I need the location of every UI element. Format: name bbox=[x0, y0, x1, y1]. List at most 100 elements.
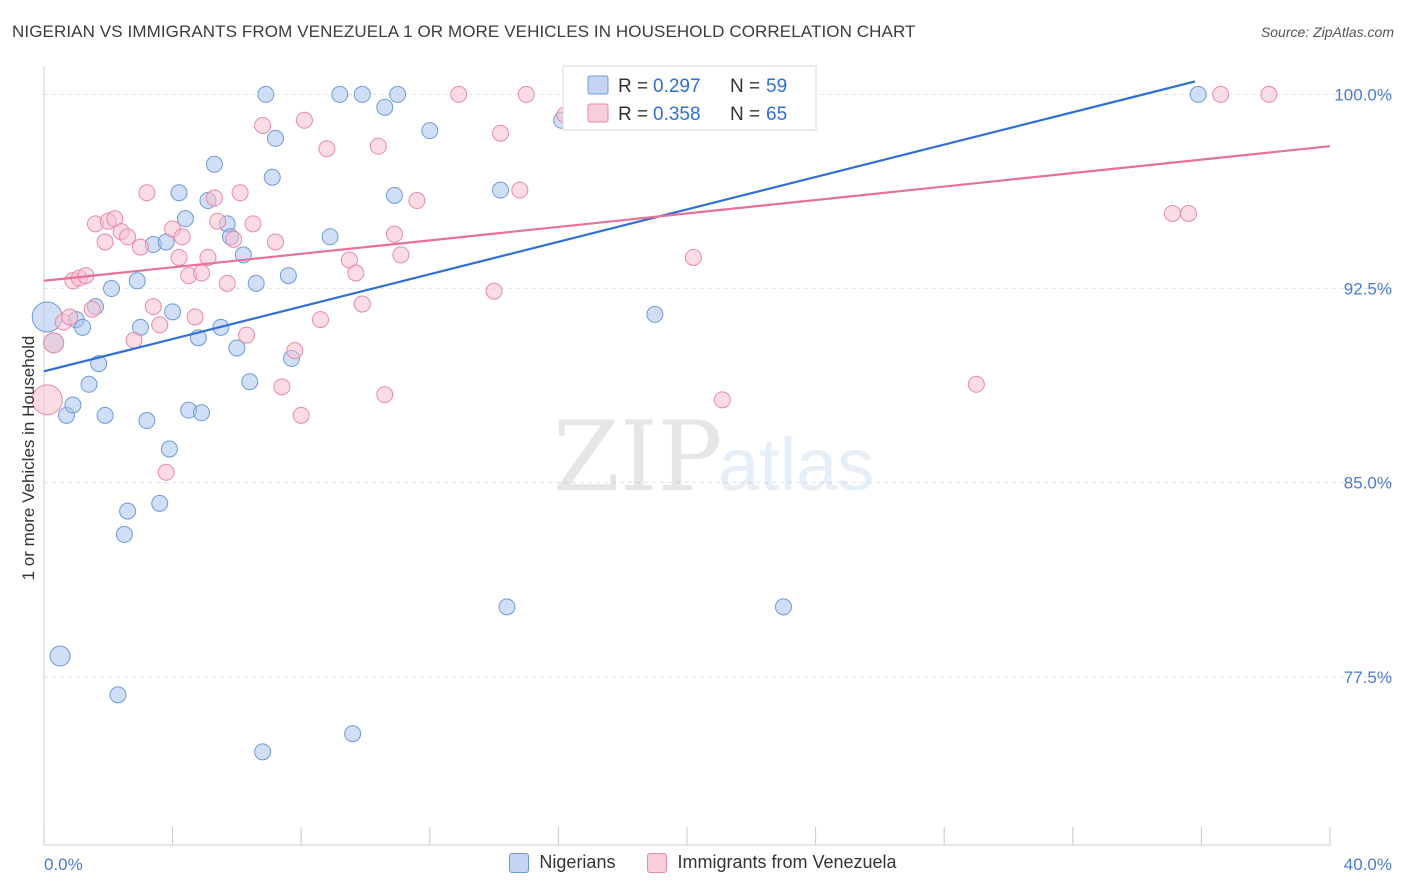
venezuela-point bbox=[31, 384, 63, 416]
x-tick-label-max: 40.0% bbox=[1344, 855, 1392, 874]
nigerians-legend-label: Nigerians bbox=[539, 852, 616, 872]
nigerians-point bbox=[205, 155, 223, 173]
nigerians-point bbox=[774, 598, 792, 616]
venezuela-point bbox=[238, 326, 256, 344]
venezuela-point bbox=[131, 238, 149, 256]
venezuela-point bbox=[492, 124, 510, 142]
legend-n-value-1: 59 bbox=[766, 76, 787, 97]
nigerians-point bbox=[160, 440, 178, 458]
nigerians-point bbox=[421, 122, 439, 140]
venezuela-point bbox=[450, 85, 468, 103]
y-tick-label: 100.0% bbox=[1334, 85, 1392, 104]
nigerians-point bbox=[376, 98, 394, 116]
venezuela-point bbox=[286, 342, 304, 360]
nigerians-point bbox=[119, 502, 137, 520]
venezuela-point bbox=[173, 228, 191, 246]
nigerians-point bbox=[170, 184, 188, 202]
nigerians-point bbox=[109, 686, 127, 704]
venezuela-points bbox=[31, 85, 1278, 481]
bottom-legend: Nigerians Immigrants from Venezuela bbox=[0, 852, 1406, 873]
x-tick-label-min: 0.0% bbox=[44, 855, 83, 874]
venezuela-point bbox=[151, 316, 169, 334]
venezuela-point bbox=[385, 225, 403, 243]
nigerians-point bbox=[228, 339, 246, 357]
nigerians-point bbox=[115, 525, 133, 543]
venezuela-point bbox=[292, 406, 310, 424]
venezuela-point bbox=[517, 85, 535, 103]
nigerians-point bbox=[193, 404, 211, 422]
legend-n-label-1: N = bbox=[730, 76, 760, 97]
nigerians-point bbox=[279, 267, 297, 285]
y-axis-label: 1 or more Vehicles in Household bbox=[19, 336, 38, 581]
nigerians-point bbox=[176, 210, 194, 228]
nigerians-point bbox=[241, 373, 259, 391]
venezuela-point bbox=[369, 137, 387, 155]
nigerians-point bbox=[646, 305, 664, 323]
y-tick-label: 85.0% bbox=[1344, 474, 1392, 493]
legend-r-value-1: 0.297 bbox=[653, 76, 701, 97]
bottom-legend-venezuela: Immigrants from Venezuela bbox=[647, 852, 897, 873]
venezuela-point bbox=[138, 184, 156, 202]
watermark-zip: ZIP bbox=[553, 401, 722, 513]
nigerians-point bbox=[321, 228, 339, 246]
stats-legend: R = 0.297 N = 59 R = 0.358 N = 65 bbox=[562, 65, 817, 131]
venezuela-point bbox=[209, 212, 227, 230]
venezuela-point bbox=[1180, 204, 1198, 222]
venezuela-point bbox=[713, 391, 731, 409]
venezuela-point bbox=[408, 192, 426, 210]
nigerians-point bbox=[385, 186, 403, 204]
nigerians-point bbox=[344, 725, 362, 743]
watermark: ZIP atlas bbox=[553, 401, 874, 513]
venezuela-point bbox=[254, 116, 272, 134]
nigerians-point bbox=[247, 274, 265, 292]
venezuela-swatch bbox=[647, 852, 668, 873]
venezuela-point bbox=[199, 248, 217, 266]
venezuela-point bbox=[318, 140, 336, 158]
venezuela-point bbox=[295, 111, 313, 129]
venezuela-point bbox=[244, 215, 262, 233]
venezuela-point bbox=[205, 189, 223, 207]
venezuela-point bbox=[1260, 85, 1278, 103]
nigerians-trend-line bbox=[43, 80, 1196, 373]
venezuela-point bbox=[311, 311, 329, 329]
venezuela-point bbox=[218, 274, 236, 292]
venezuela-point bbox=[43, 332, 65, 354]
nigerians-point bbox=[74, 318, 92, 336]
venezuela-point bbox=[684, 248, 702, 266]
trend-lines bbox=[43, 80, 1331, 373]
chart-title: NIGERIAN VS IMMIGRANTS FROM VENEZUELA 1 … bbox=[12, 22, 916, 41]
venezuela-point bbox=[119, 228, 137, 246]
nigerians-points bbox=[31, 85, 1207, 761]
nigerians-point bbox=[164, 303, 182, 321]
y-tick-label: 77.5% bbox=[1344, 668, 1392, 687]
venezuela-point bbox=[125, 331, 143, 349]
venezuela-point bbox=[225, 230, 243, 248]
venezuela-point bbox=[266, 233, 284, 251]
venezuela-point bbox=[392, 246, 410, 264]
axes bbox=[43, 66, 1331, 846]
venezuela-point bbox=[96, 233, 114, 251]
legend-r-value-2: 0.358 bbox=[653, 104, 701, 125]
venezuela-point bbox=[61, 308, 79, 326]
venezuela-point bbox=[170, 248, 188, 266]
y-tick-labels: 100.0% 92.5% 85.0% 77.5% bbox=[1334, 85, 1392, 686]
nigerians-point bbox=[103, 280, 121, 298]
nigerians-swatch bbox=[509, 852, 530, 873]
nigerians-point bbox=[263, 168, 281, 186]
nigerians-point bbox=[128, 272, 146, 290]
venezuela-point bbox=[157, 463, 175, 481]
nigerians-point bbox=[353, 85, 371, 103]
venezuela-point bbox=[1212, 85, 1230, 103]
venezuela-point bbox=[967, 375, 985, 393]
nigerians-point bbox=[266, 129, 284, 147]
nigerians-point bbox=[1189, 85, 1207, 103]
venezuela-trend-line bbox=[43, 145, 1331, 282]
legend-n-value-2: 65 bbox=[766, 104, 787, 125]
watermark-atlas: atlas bbox=[718, 423, 874, 506]
venezuela-point bbox=[193, 264, 211, 282]
nigerians-point bbox=[389, 85, 407, 103]
venezuela-point bbox=[485, 282, 503, 300]
nigerians-point bbox=[257, 85, 275, 103]
legend-r-label-1: R = bbox=[618, 76, 648, 97]
